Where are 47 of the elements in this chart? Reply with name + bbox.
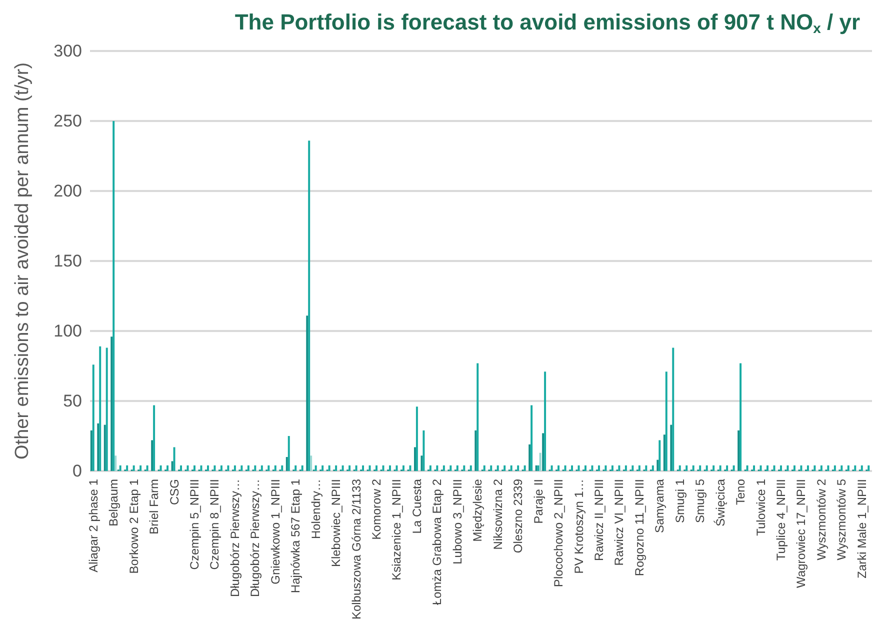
x-tick-label: Belgaum xyxy=(106,479,121,526)
x-tick-label: Teno xyxy=(734,478,748,506)
x-tick-label: Klebowiec_NPIII xyxy=(329,479,344,568)
x-tick-label: Oleszno 2339 xyxy=(511,478,526,554)
y-axis-title: Other emissions to air avoided per annum (t/yr) xyxy=(12,62,33,460)
x-tick-label: Tuplice 4_NPIII xyxy=(774,479,788,561)
x-tick-label: Lubowo 3_NPIII xyxy=(450,479,464,564)
x-tick-label: Czempin 8_NPIII xyxy=(208,479,222,570)
x-tick-label: Smugi 5 xyxy=(693,478,708,524)
x-tick-label: CSG xyxy=(167,479,182,506)
x-tick-label: Święcica xyxy=(713,478,728,526)
y-tick-label: 300 xyxy=(54,42,82,60)
x-tick-label: Tulowice 1 xyxy=(754,478,768,536)
x-tick-label: Łomża Grabowa Etap 2 xyxy=(430,478,444,606)
x-tick-label: Długobórz Pierwszy… xyxy=(228,479,242,598)
x-tick-label: Aliagar 2 phase 1 xyxy=(86,478,100,572)
x-tick-label: Wyszmontów 5 xyxy=(834,478,849,560)
x-tick-label: Wagrowiec 17_NPIII xyxy=(794,479,808,588)
x-tick-label: PV Krotoszyn 1… xyxy=(572,479,586,574)
x-tick-label: Rogozno 11_NPIII xyxy=(632,479,646,576)
y-tick-label: 150 xyxy=(54,252,82,270)
x-tick-label: Wyszmontów 2 xyxy=(814,478,828,560)
x-tick-label: La Cuesta xyxy=(410,478,424,534)
x-tick-label: Plocochowo 2_NPIII xyxy=(552,479,566,588)
x-tick-label: Długobórz Pierwszy… xyxy=(248,479,262,598)
x-tick-label: Gniewkowo 1_NPIII xyxy=(268,479,282,584)
x-tick-label: Holendry… xyxy=(308,479,323,540)
x-tick-label: Niksowizna 2 xyxy=(490,478,505,550)
x-tick-label: Ksiazenice 1_NPIII xyxy=(390,479,404,580)
x-tick-label: Kolbuszowa Górna 2/1133 xyxy=(349,478,364,620)
x-tick-label: Rawicz II_NPIII xyxy=(592,479,606,562)
y-tick-label: 100 xyxy=(54,322,82,340)
y-tick-label: 0 xyxy=(72,462,82,480)
y-tick-label: 250 xyxy=(54,112,82,130)
x-tick-label: Hajnówka 567 Etap 1 xyxy=(288,478,303,594)
x-tick-label: Zarki Male 1_NPIII xyxy=(854,479,869,578)
x-tick-label: Komorow 2 xyxy=(370,478,384,540)
x-tick-label: Czempin 5_NPIII xyxy=(187,479,202,570)
x-tick-label: Rawicz VI_NPIII xyxy=(612,479,626,566)
x-tick-label: Samyama xyxy=(652,478,667,534)
x-tick-label: Briel Farm xyxy=(147,479,162,534)
x-tick-label: Borkowo 2 Etap 1 xyxy=(126,478,141,574)
x-tick-label: Międzylesie xyxy=(470,478,485,542)
x-tick-label: Smugi 1 xyxy=(672,478,687,524)
y-tick-label: 50 xyxy=(63,392,82,410)
x-tick-label: Paraje II xyxy=(531,479,546,524)
y-tick-label: 200 xyxy=(54,182,82,200)
